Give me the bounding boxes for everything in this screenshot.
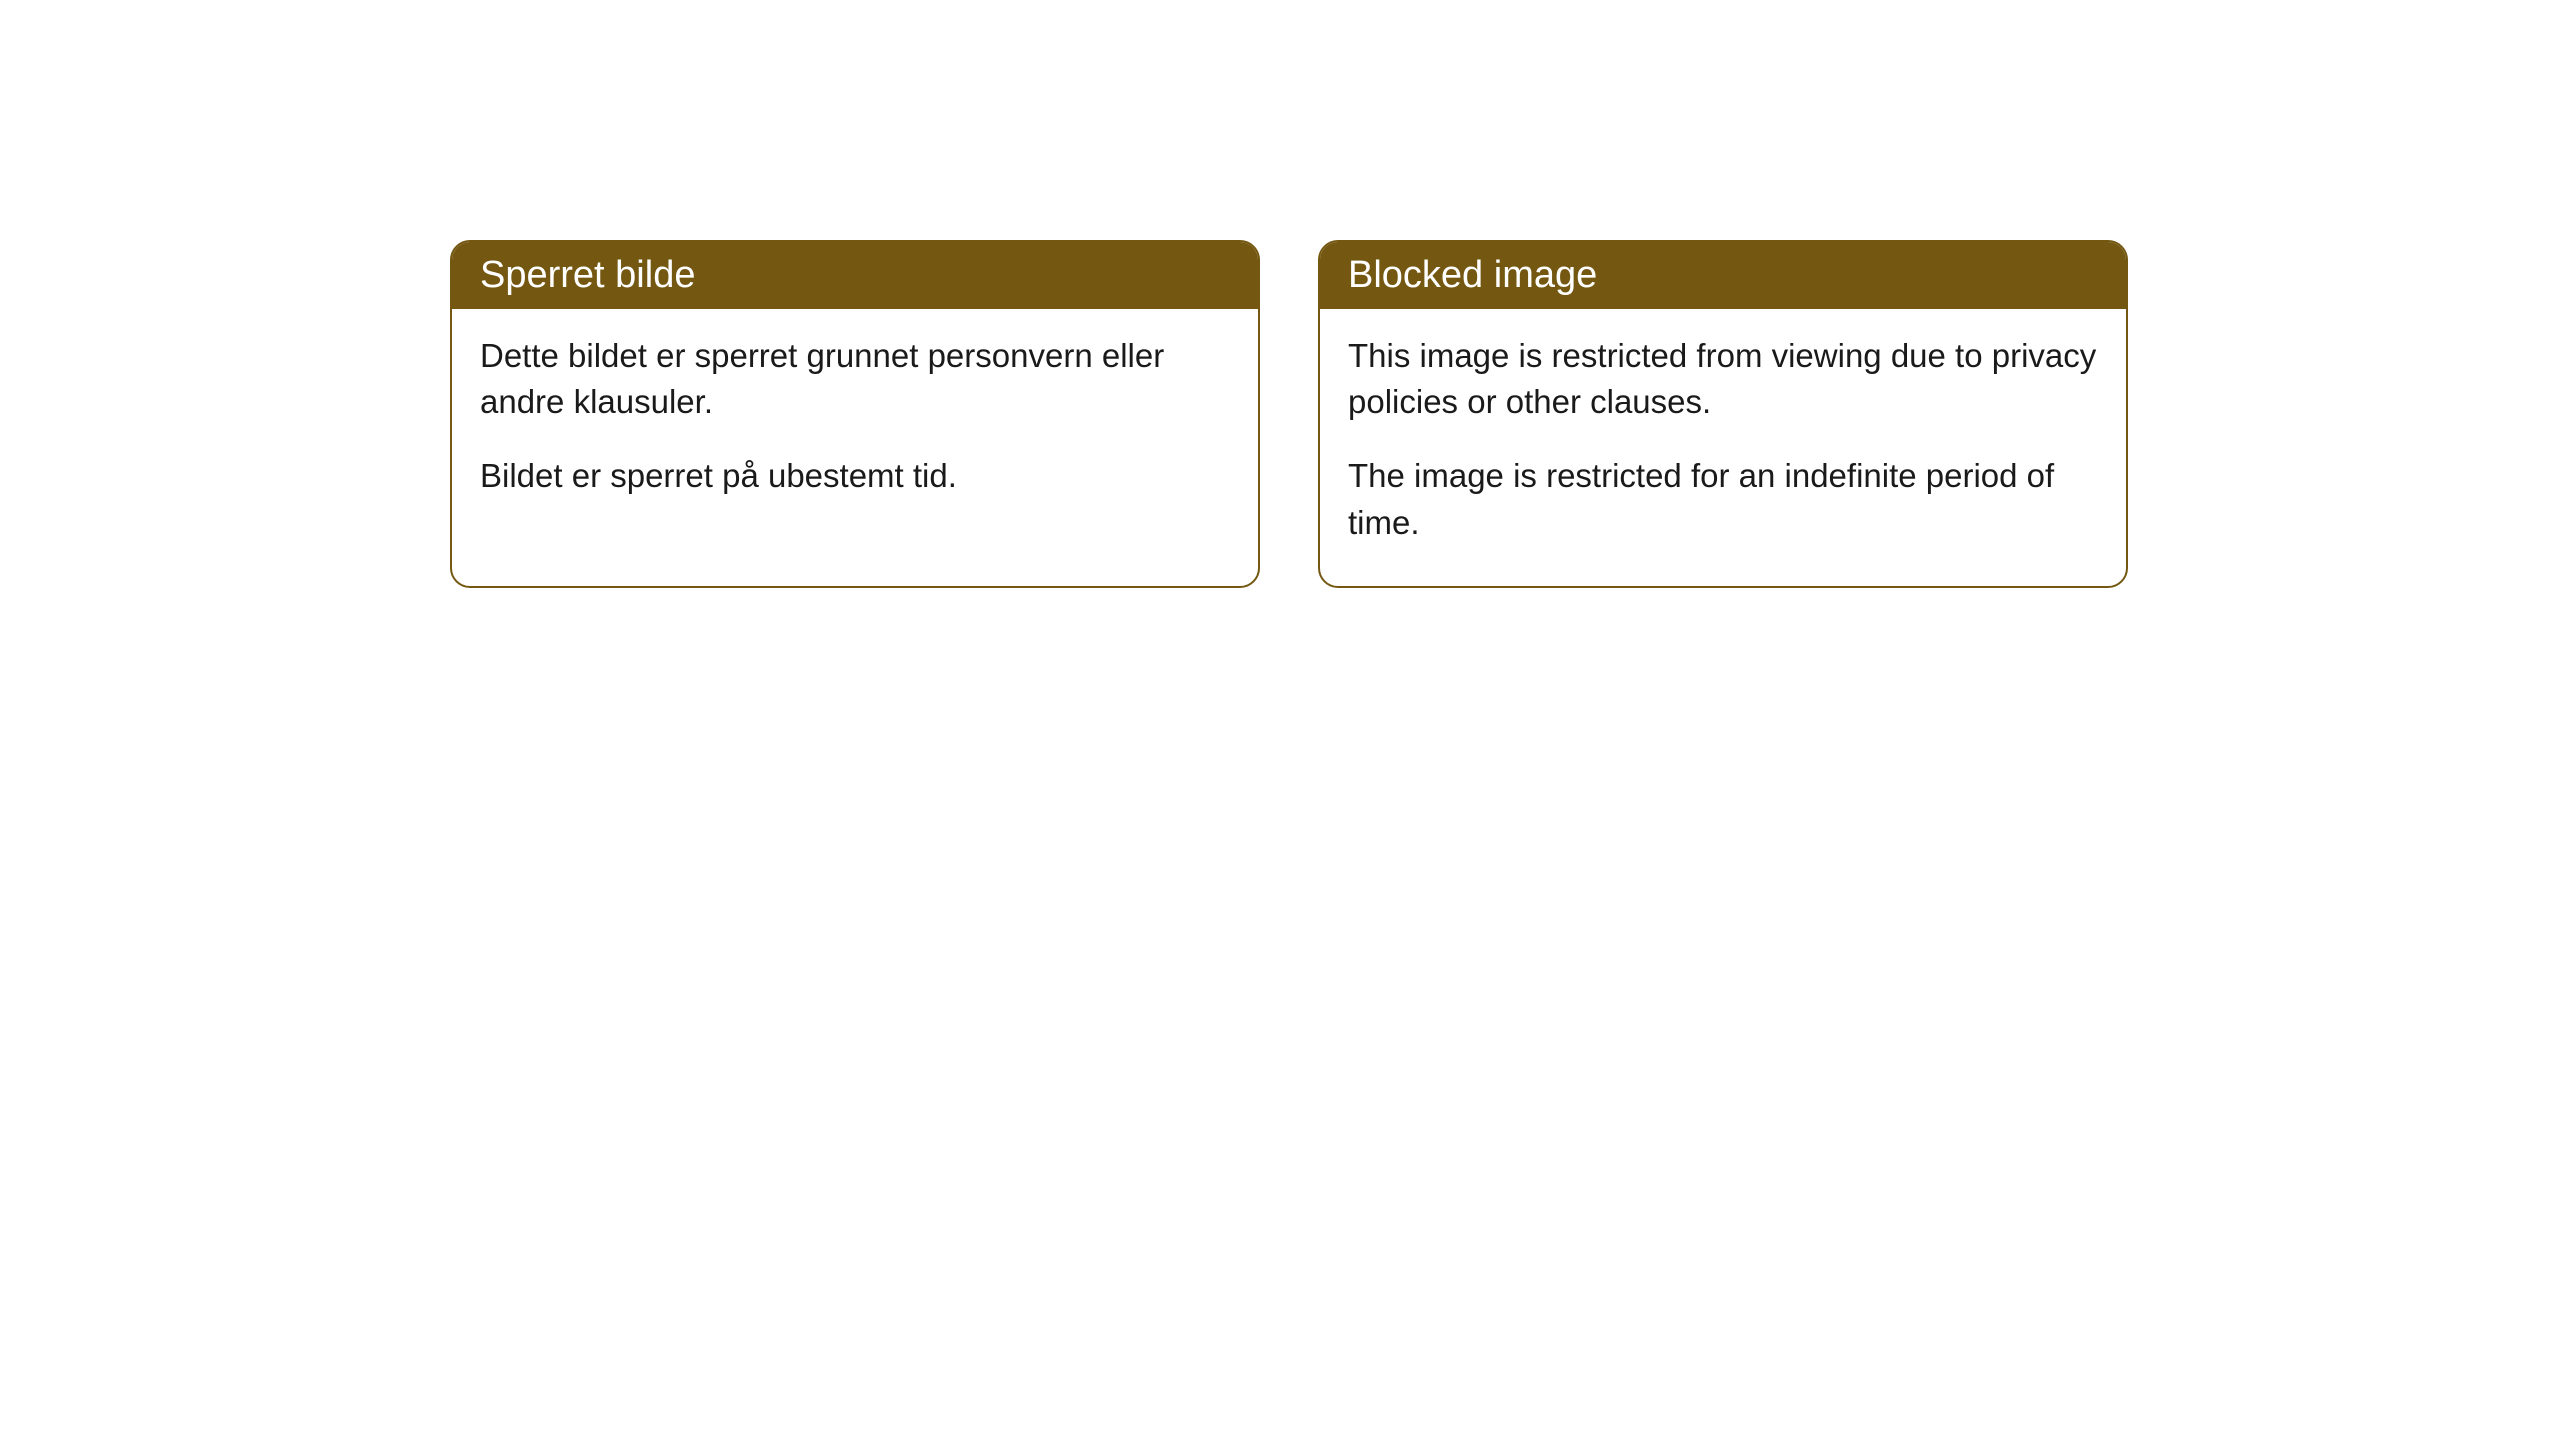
notice-header-norwegian: Sperret bilde <box>452 242 1258 309</box>
notice-card-english: Blocked image This image is restricted f… <box>1318 240 2128 588</box>
notice-title-english: Blocked image <box>1348 254 1597 296</box>
notice-card-norwegian: Sperret bilde Dette bildet er sperret gr… <box>450 240 1260 588</box>
notice-body-norwegian: Dette bildet er sperret grunnet personve… <box>452 309 1258 540</box>
notice-body-english: This image is restricted from viewing du… <box>1320 309 2126 586</box>
notice-paragraph1-norwegian: Dette bildet er sperret grunnet personve… <box>480 333 1230 425</box>
notice-paragraph2-english: The image is restricted for an indefinit… <box>1348 453 2098 545</box>
notice-container: Sperret bilde Dette bildet er sperret gr… <box>450 240 2128 588</box>
notice-paragraph1-english: This image is restricted from viewing du… <box>1348 333 2098 425</box>
notice-paragraph2-norwegian: Bildet er sperret på ubestemt tid. <box>480 453 1230 499</box>
notice-header-english: Blocked image <box>1320 242 2126 309</box>
notice-title-norwegian: Sperret bilde <box>480 254 695 296</box>
